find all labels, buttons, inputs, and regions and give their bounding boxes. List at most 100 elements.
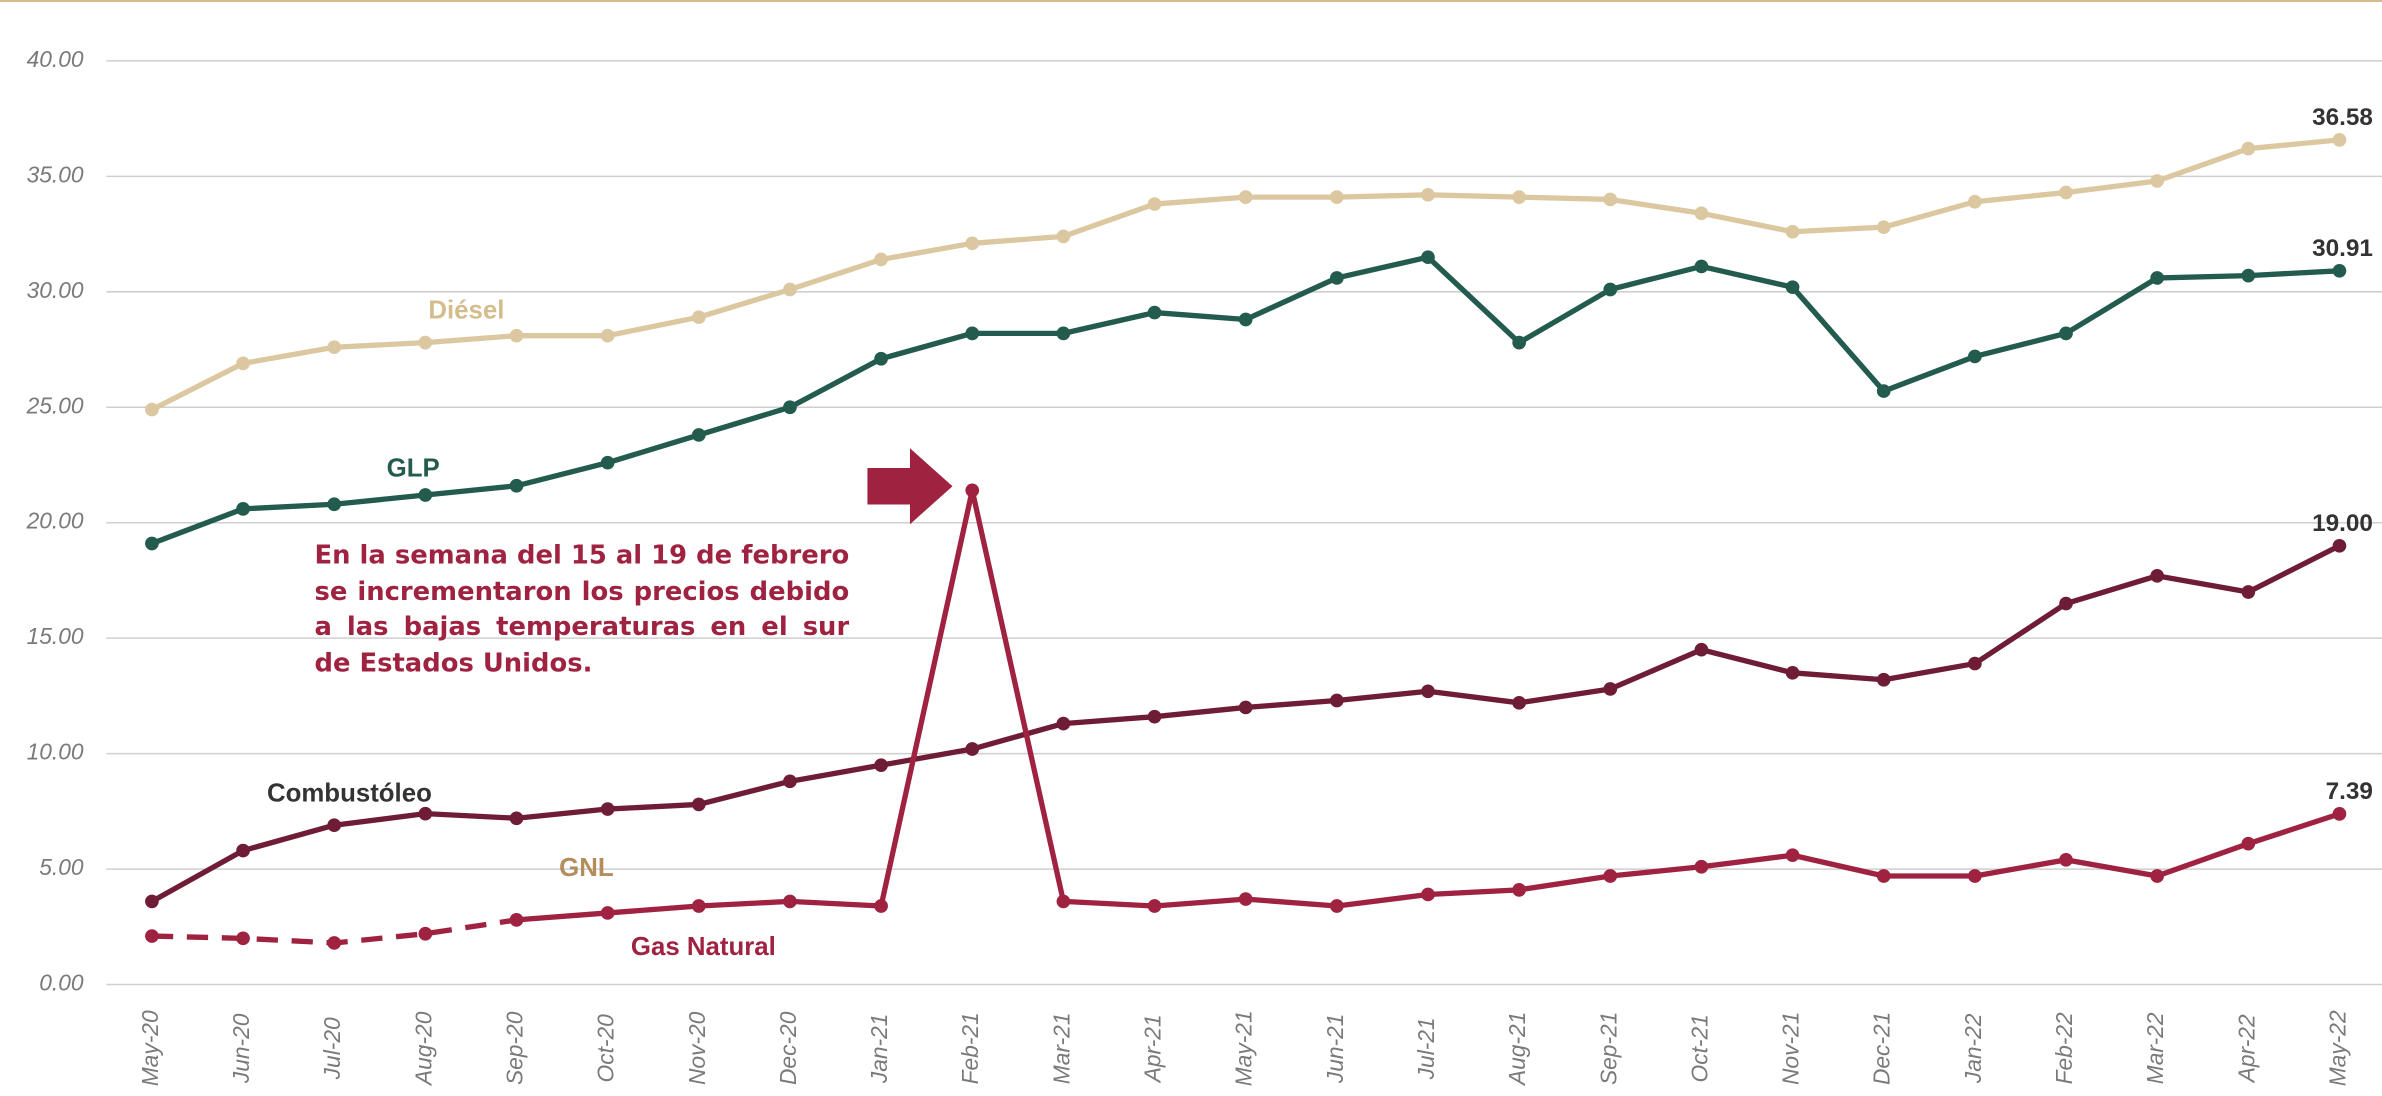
data-point: [1968, 656, 1982, 671]
data-point: [2059, 326, 2073, 341]
data-point: [1968, 349, 1982, 364]
data-point: [509, 328, 524, 343]
data-point: [691, 797, 706, 812]
x-tick-label: Aug-21: [1504, 1012, 1530, 1087]
data-point: [600, 455, 615, 470]
data-point: [327, 497, 342, 512]
data-point: [145, 402, 159, 417]
data-point: [1876, 384, 1891, 398]
y-tick-label: 25.00: [26, 392, 84, 418]
data-point: [509, 913, 524, 927]
value-label: 30.91: [2312, 235, 2373, 262]
data-point: [2332, 538, 2347, 553]
annotation-box: En la semana del 15 al 19 de febrero se …: [314, 540, 850, 679]
data-point: [965, 742, 980, 756]
data-point: [2150, 271, 2165, 285]
data-point: [327, 340, 342, 355]
series-label: Diésel: [428, 296, 504, 324]
data-point: [600, 802, 615, 816]
data-point: [1421, 250, 1435, 265]
grid: 0.00 5.00 10.00 15.00 20.00 25.00 30.00 35.00 40…: [26, 46, 2382, 1087]
data-point: [1330, 899, 1344, 913]
data-point: [2332, 807, 2347, 821]
x-tick-label: Jan-22: [1960, 1013, 1986, 1084]
data-point: [418, 335, 433, 350]
x-tick-label: Nov-21: [1778, 1012, 1804, 1085]
data-point: [2241, 141, 2256, 156]
y-tick-label: 30.00: [27, 277, 84, 303]
x-tick-label: Nov-20: [684, 1011, 710, 1085]
series-note: GNL: [559, 854, 614, 882]
data-point: [2150, 568, 2165, 583]
value-label: 36.58: [2312, 104, 2373, 131]
data-point: [2332, 133, 2347, 147]
data-point: [1147, 709, 1162, 724]
data-point: [874, 351, 888, 366]
data-point: [1968, 869, 1982, 883]
x-tick-label: May-21: [1231, 1010, 1257, 1086]
data-point: [1147, 305, 1162, 320]
data-point: [327, 936, 342, 950]
data-point: [1876, 672, 1891, 687]
data-point: [1785, 848, 1800, 863]
data-point: [1330, 271, 1344, 285]
x-tick-label: May-22: [2324, 1010, 2350, 1086]
data-point: [1694, 259, 1709, 274]
data-point: [145, 929, 159, 943]
data-point: [1876, 869, 1891, 883]
x-tick-label: Oct-20: [593, 1014, 619, 1083]
x-tick-label: Dec-20: [775, 1011, 801, 1085]
data-point: [691, 310, 706, 325]
x-tick-label: Jun-20: [228, 1013, 254, 1084]
x-tick-label: Jun-21: [1322, 1014, 1348, 1085]
x-tick-label: May-20: [137, 1010, 163, 1086]
data-point: [1147, 197, 1162, 211]
y-tick-label: 0.00: [39, 970, 84, 996]
data-point: [600, 906, 615, 920]
data-point: [874, 252, 888, 267]
x-tick-label: Aug-20: [410, 1011, 436, 1087]
data-point: [1421, 684, 1435, 699]
data-point: [965, 326, 980, 341]
x-tick-label: Dec-21: [1869, 1012, 1895, 1085]
data-point: [2241, 268, 2256, 283]
data-point: [1421, 187, 1435, 202]
y-tick-label: 40.00: [27, 46, 84, 72]
data-point: [1603, 869, 1618, 883]
data-point: [874, 758, 888, 773]
x-tick-label: Sep-20: [502, 1011, 528, 1085]
data-point: [2332, 263, 2347, 278]
data-point: [783, 400, 797, 415]
y-tick-label: 15.00: [27, 623, 84, 649]
data-point: [236, 843, 250, 858]
data-point: [418, 488, 433, 502]
data-point: [1056, 894, 1071, 909]
data-point: [1603, 192, 1618, 207]
data-point: [509, 811, 524, 826]
data-point: [783, 774, 797, 789]
data-point: [874, 899, 888, 913]
data-point: [1330, 693, 1344, 708]
x-tick-label: Jul-20: [319, 1017, 345, 1080]
plot: 36.58 Diésel 30.91 GLP 19.00 Combustóleo 7.39 G…: [145, 104, 2373, 961]
data-point: [1694, 206, 1709, 221]
y-tick-label: 10.00: [27, 739, 84, 765]
data-point: [1694, 859, 1709, 874]
annotation: En la semana del 15 al 19 de febrero se …: [314, 540, 850, 679]
data-point: [509, 478, 524, 493]
data-point: [145, 536, 159, 551]
data-point: [783, 282, 797, 297]
data-point: [145, 894, 159, 909]
data-point: [418, 926, 433, 941]
x-tick-label: Apr-21: [1140, 1014, 1166, 1084]
data-point: [1603, 682, 1618, 696]
data-point: [1876, 220, 1891, 234]
value-label: 7.39: [2326, 778, 2373, 805]
data-point: [1056, 326, 1071, 341]
x-tick-label: Apr-22: [2233, 1014, 2259, 1084]
x-tick-label: Feb-21: [957, 1012, 983, 1084]
data-point: [1603, 282, 1618, 297]
data-point: [2059, 853, 2073, 867]
data-point: [1512, 883, 1526, 897]
